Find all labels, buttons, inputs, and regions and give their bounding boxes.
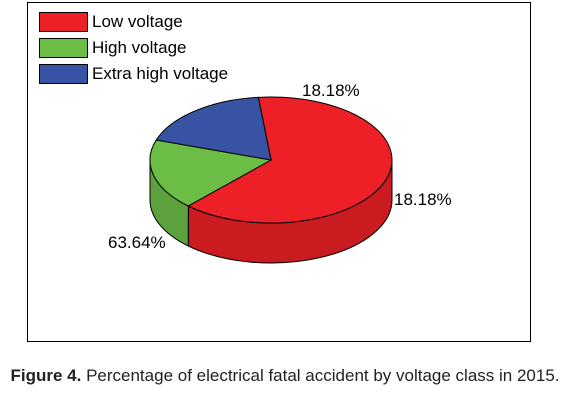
pie-slice-high-voltage [149,139,273,207]
data-label-low-voltage: 63.64% [108,233,166,252]
data-label-extra-high-voltage: 18.18% [394,190,452,209]
pie-slice-low-voltage [187,96,393,224]
legend-label-low-voltage: Low voltage [92,12,183,31]
legend-item-low-voltage: Low voltage [39,9,228,35]
pie-slice-extra-high-voltage [155,96,272,161]
data-label-high-voltage: 18.18% [302,81,360,100]
legend: Low voltage High voltage Extra high volt… [39,9,228,87]
caption-prefix: Figure 4. [10,366,82,385]
legend-swatch-low-voltage [39,12,88,32]
caption-text: Percentage of electrical fatal accident … [81,366,560,385]
legend-swatch-high-voltage [39,38,88,58]
legend-item-extra-high-voltage: Extra high voltage [39,61,228,87]
legend-item-high-voltage: High voltage [39,35,228,61]
legend-swatch-extra-high-voltage [39,64,88,84]
legend-label-extra-high-voltage: Extra high voltage [92,64,229,83]
figure-caption: Figure 4. Percentage of electrical fatal… [0,366,570,386]
legend-label-high-voltage: High voltage [92,38,187,57]
pie-tops [149,96,393,224]
